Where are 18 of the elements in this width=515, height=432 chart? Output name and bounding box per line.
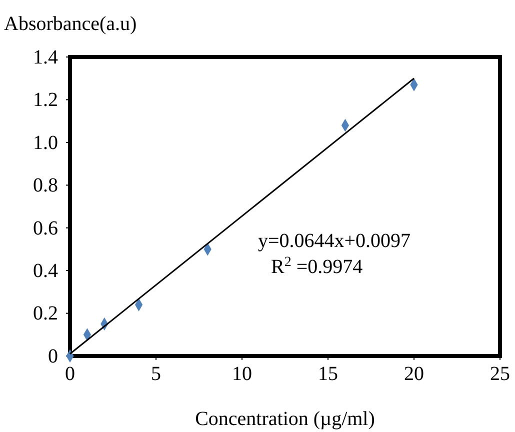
x-tick-label: 20 [404,363,424,386]
x-tick-label: 15 [318,363,338,386]
y-tick-label: 1.0 [33,132,58,154]
x-tick-label: 0 [65,363,75,386]
x-tick-label: 25 [490,363,510,386]
y-tick-label: 0.4 [33,260,58,282]
annotation: R$^{2}$ =0.9974 [271,254,363,278]
y-tick-label: 0 [48,345,58,368]
x-tick-label: 10 [232,363,252,386]
y-tick-label: 0.8 [33,174,58,197]
y-tick-label: 1.4 [33,46,58,68]
y-tick-label: 0.6 [33,217,58,240]
x-axis-title: Concentration (µg/ml) [195,408,375,430]
annotation: y=0.0644x+0.0097 [258,230,411,252]
y-axis-title: Absorbance(a.u) [4,13,137,35]
y-tick-label: 1.2 [33,89,58,112]
x-tick-label: 5 [151,363,161,386]
y-tick-label: 0.2 [33,302,58,325]
